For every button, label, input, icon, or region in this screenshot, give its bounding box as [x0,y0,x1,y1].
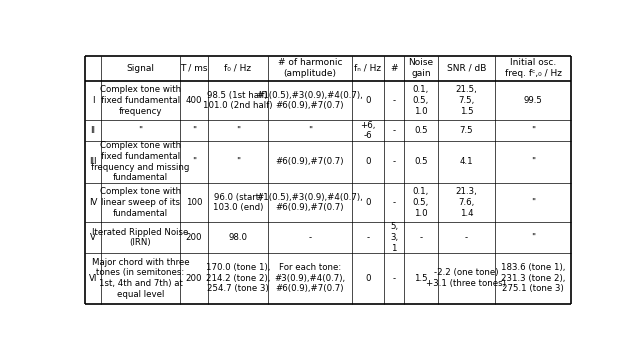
Text: ": " [531,233,535,242]
Text: 200: 200 [186,274,202,283]
Text: For each tone:
#3(0.9),#4(0.7),
#6(0.9),#7(0.7): For each tone: #3(0.9),#4(0.7), #6(0.9),… [275,263,346,293]
Text: -2.2 (one tone)
+3.1 (three tones): -2.2 (one tone) +3.1 (three tones) [426,268,506,288]
Text: Complex tone with
fixed fundamental
frequency: Complex tone with fixed fundamental freq… [100,85,181,116]
Text: #6(0.9),#7(0.7): #6(0.9),#7(0.7) [276,157,344,166]
Text: ": " [236,157,240,166]
Text: 4.1: 4.1 [460,157,473,166]
Text: 5,
3,
1: 5, 3, 1 [390,222,398,253]
Text: ": " [531,157,535,166]
Text: -: - [393,126,396,135]
Text: ": " [192,126,196,135]
Text: -: - [393,157,396,166]
Text: IV: IV [89,198,97,207]
Text: -: - [419,233,422,242]
Text: Noise
gain: Noise gain [408,58,433,78]
Text: -: - [393,198,396,207]
Text: ": " [531,198,535,207]
Text: Complex tone with
linear sweep of its
fundamental: Complex tone with linear sweep of its fu… [100,187,181,218]
Text: 0.5: 0.5 [414,157,428,166]
Text: 0: 0 [365,198,371,207]
Text: 0: 0 [365,96,371,105]
Text: -: - [393,274,396,283]
Text: ": " [308,126,312,135]
Text: #1(0.5),#3(0.9),#4(0.7),
#6(0.9),#7(0.7): #1(0.5),#3(0.9),#4(0.7), #6(0.9),#7(0.7) [257,91,364,110]
Text: 98.5 (1st half)
101.0 (2nd half): 98.5 (1st half) 101.0 (2nd half) [203,91,273,110]
Text: 0: 0 [365,157,371,166]
Text: +6,
-6: +6, -6 [360,120,376,140]
Text: III: III [89,157,97,166]
Text: -: - [393,96,396,105]
Text: -: - [465,233,468,242]
Text: 21.3,
7.6,
1.4: 21.3, 7.6, 1.4 [456,187,477,218]
Text: 0.1,
0.5,
1.0: 0.1, 0.5, 1.0 [413,85,429,116]
Text: Signal: Signal [127,64,154,73]
Text: 183.6 (tone 1),
231.3 (tone 2),
275.1 (tone 3): 183.6 (tone 1), 231.3 (tone 2), 275.1 (t… [501,263,565,293]
Text: II: II [90,126,95,135]
Text: ": " [531,126,535,135]
Text: 0: 0 [365,274,371,283]
Text: fₙ / Hz: fₙ / Hz [355,64,381,73]
Text: SNR / dB: SNR / dB [447,64,486,73]
Text: 0.1,
0.5,
1.0: 0.1, 0.5, 1.0 [413,187,429,218]
Text: I: I [92,96,94,105]
Text: 100: 100 [186,198,202,207]
Text: 21.5,
7.5,
1.5: 21.5, 7.5, 1.5 [456,85,477,116]
Text: 96.0 (start)
103.0 (end): 96.0 (start) 103.0 (end) [212,193,263,212]
Text: Major chord with three
tones (in semitones:
1st, 4th and 7th) at
equal level: Major chord with three tones (in semiton… [92,258,189,299]
Text: ": " [192,157,196,166]
Text: ": " [236,126,240,135]
Text: Iterated Rippled Noise
(IRN): Iterated Rippled Noise (IRN) [92,228,189,247]
Text: 200: 200 [186,233,202,242]
Text: V: V [90,233,96,242]
Text: -: - [308,233,312,242]
Text: 400: 400 [186,96,202,105]
Text: # of harmonic
(amplitude): # of harmonic (amplitude) [278,58,342,78]
Text: VI: VI [89,274,97,283]
Text: 98.0: 98.0 [228,233,247,242]
Text: 1.5: 1.5 [414,274,428,283]
Text: Initial osc.
freq. fᶜ,₀ / Hz: Initial osc. freq. fᶜ,₀ / Hz [504,58,562,78]
Text: Complex tone with
fixed fundamental
frequency and missing
fundamental: Complex tone with fixed fundamental freq… [92,141,189,182]
Text: #1(0.5),#3(0.9),#4(0.7),
#6(0.9),#7(0.7): #1(0.5),#3(0.9),#4(0.7), #6(0.9),#7(0.7) [257,193,364,212]
Text: ": " [138,126,143,135]
Text: 7.5: 7.5 [460,126,473,135]
Text: #: # [390,64,398,73]
Text: f₀ / Hz: f₀ / Hz [224,64,252,73]
Text: T / ms: T / ms [180,64,207,73]
Text: 0.5: 0.5 [414,126,428,135]
Text: 170.0 (tone 1),
214.2 (tone 2),
254.7 (tone 3): 170.0 (tone 1), 214.2 (tone 2), 254.7 (t… [205,263,270,293]
Text: 99.5: 99.5 [524,96,543,105]
Text: -: - [367,233,370,242]
